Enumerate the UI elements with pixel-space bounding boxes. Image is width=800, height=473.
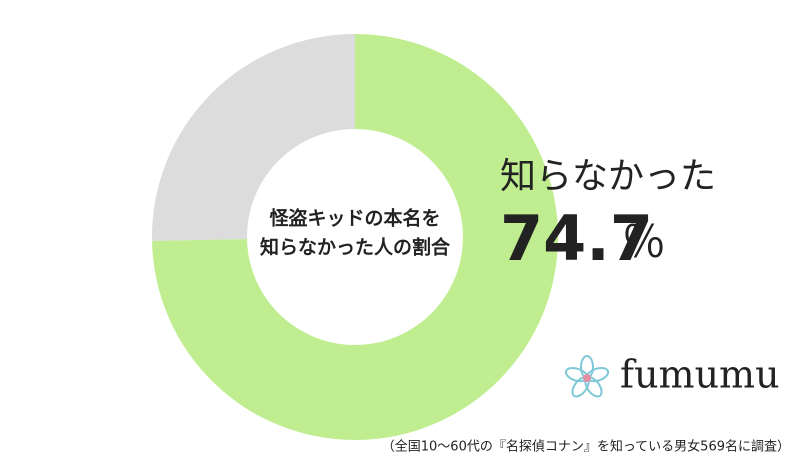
footnote: （全国10～60代の『名探偵コナン』を知っている男女569名に調査）: [382, 439, 790, 455]
slice: [152, 34, 558, 440]
center-label: 怪盗キッドの本名を: [269, 207, 440, 230]
unit-label: ％: [622, 217, 666, 268]
category-label: 知らなかった: [500, 156, 716, 197]
brand: fumumu: [620, 353, 780, 397]
donut: [151, 34, 558, 440]
slice: [151, 34, 355, 241]
value-label: 74.7: [500, 202, 653, 275]
center-label: 知らなかった人の割合: [260, 236, 451, 259]
logo-icon: [564, 355, 610, 398]
